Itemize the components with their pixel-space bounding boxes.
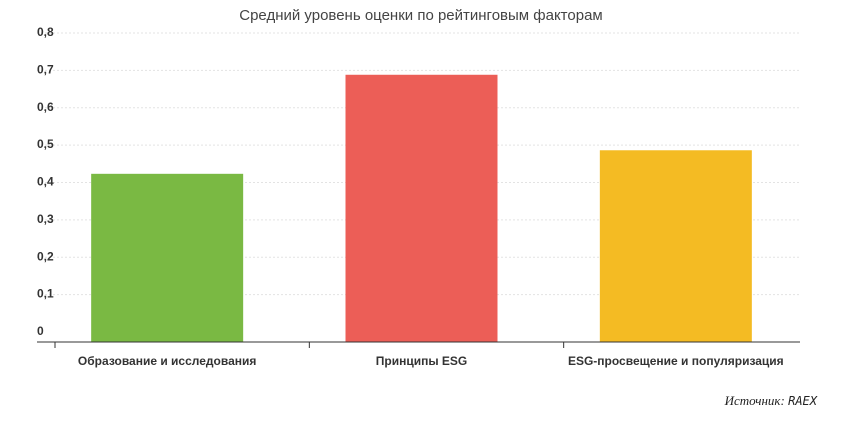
y-tick-label: 0 — [37, 324, 44, 338]
source-label: Источник: — [724, 393, 785, 408]
y-tick-label: 0,7 — [37, 62, 54, 76]
x-tick-label: ESG-просвещение и популяризация — [568, 354, 784, 368]
bars — [91, 74, 752, 343]
x-axis-ticks: Образование и исследования Принципы ESG ES… — [54, 342, 784, 368]
bar-2 — [345, 74, 498, 343]
y-tick-label: 0,6 — [37, 100, 54, 114]
source-note: Источник: RAEX — [725, 393, 817, 409]
bar-1 — [91, 173, 244, 342]
bar-3 — [599, 150, 752, 342]
y-tick-label: 0,3 — [37, 212, 54, 226]
y-tick-label: 0,5 — [37, 137, 54, 151]
x-tick-label: Образование и исследования — [78, 354, 256, 368]
y-tick-label: 0,8 — [37, 25, 54, 39]
x-tick-label: Принципы ESG — [376, 354, 468, 368]
y-tick-label: 0,2 — [37, 249, 54, 263]
y-tick-label: 0,1 — [37, 287, 54, 301]
chart-title: Средний уровень оценки по рейтинговым фа… — [239, 7, 602, 24]
source-value: RAEX — [788, 394, 817, 408]
y-axis-ticks: 0 0,1 0,2 0,3 0,4 0,5 0,6 0,7 0,8 — [37, 25, 54, 338]
y-tick-label: 0,4 — [37, 175, 54, 189]
